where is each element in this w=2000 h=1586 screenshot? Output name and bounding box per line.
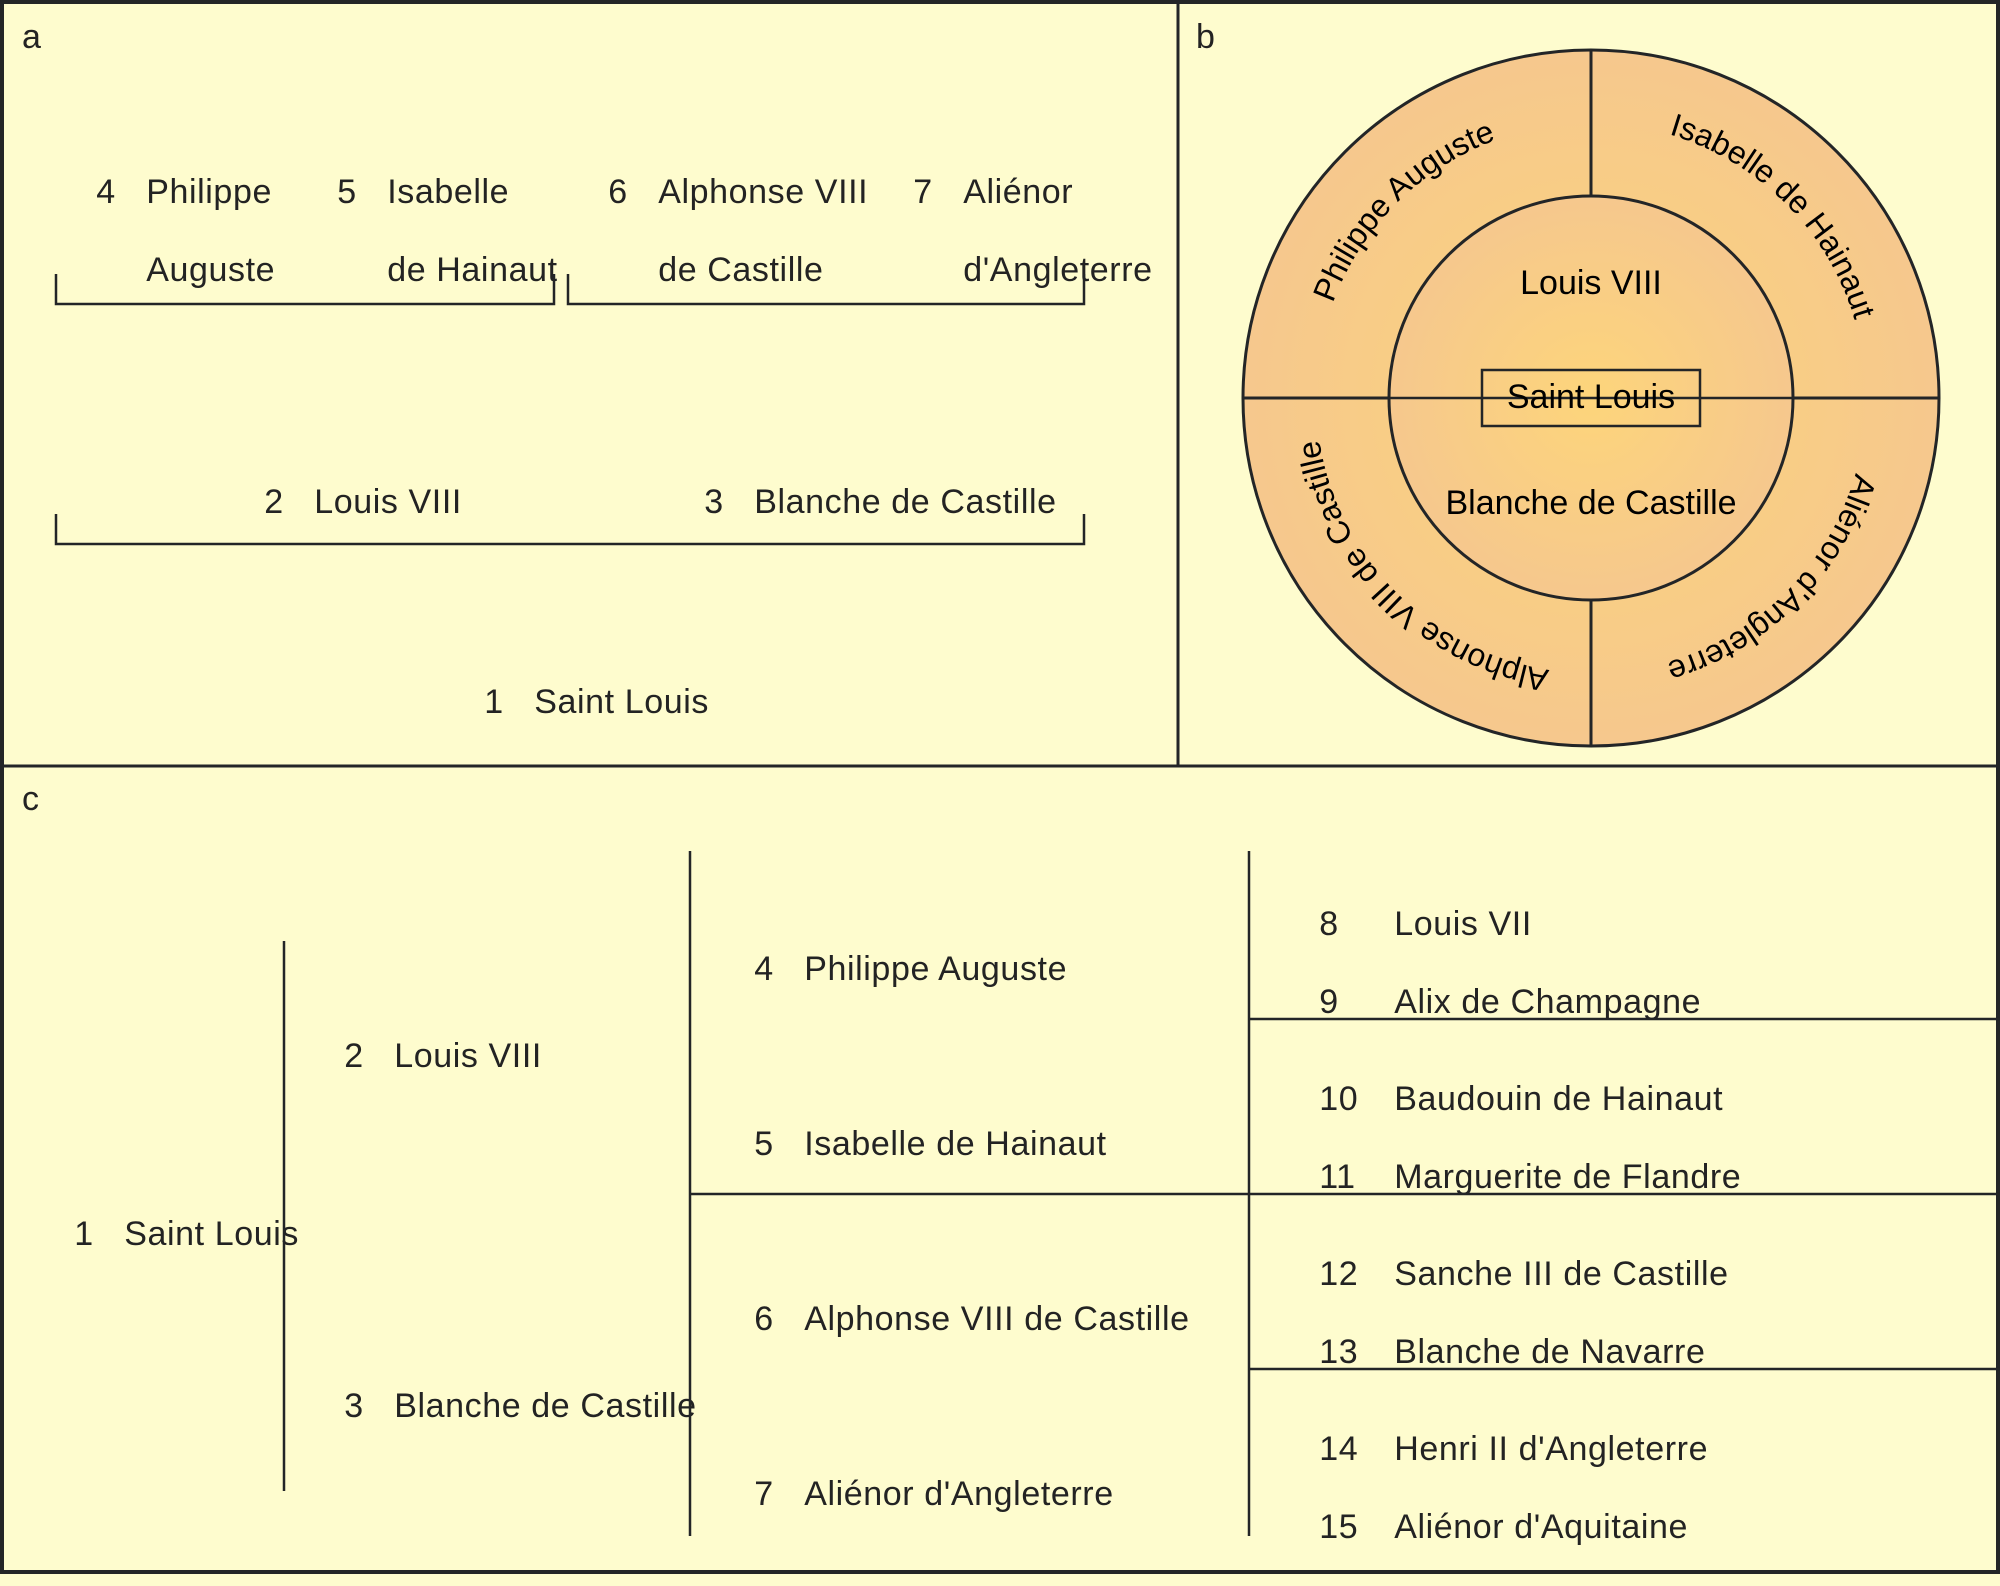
panel-a: a 4Philippe Auguste 5Isabelle de Hainaut… <box>4 4 1178 766</box>
panel-c-lines <box>4 766 2000 1578</box>
fan-inner-bottom: Blanche de Castille <box>1445 484 1736 522</box>
fan-inner-top: Louis VIII <box>1520 264 1662 302</box>
fan-chart: Saint Louis Louis VIII Blanche de Castil… <box>1178 4 2000 766</box>
panel-a-brackets <box>4 4 1178 766</box>
panel-c: c 1Saint Louis 2Louis VIII 3Blanche de C… <box>4 766 2000 1578</box>
fan-center-label: Saint Louis <box>1507 378 1675 416</box>
panel-b: b Saint Louis <box>1178 4 2000 766</box>
